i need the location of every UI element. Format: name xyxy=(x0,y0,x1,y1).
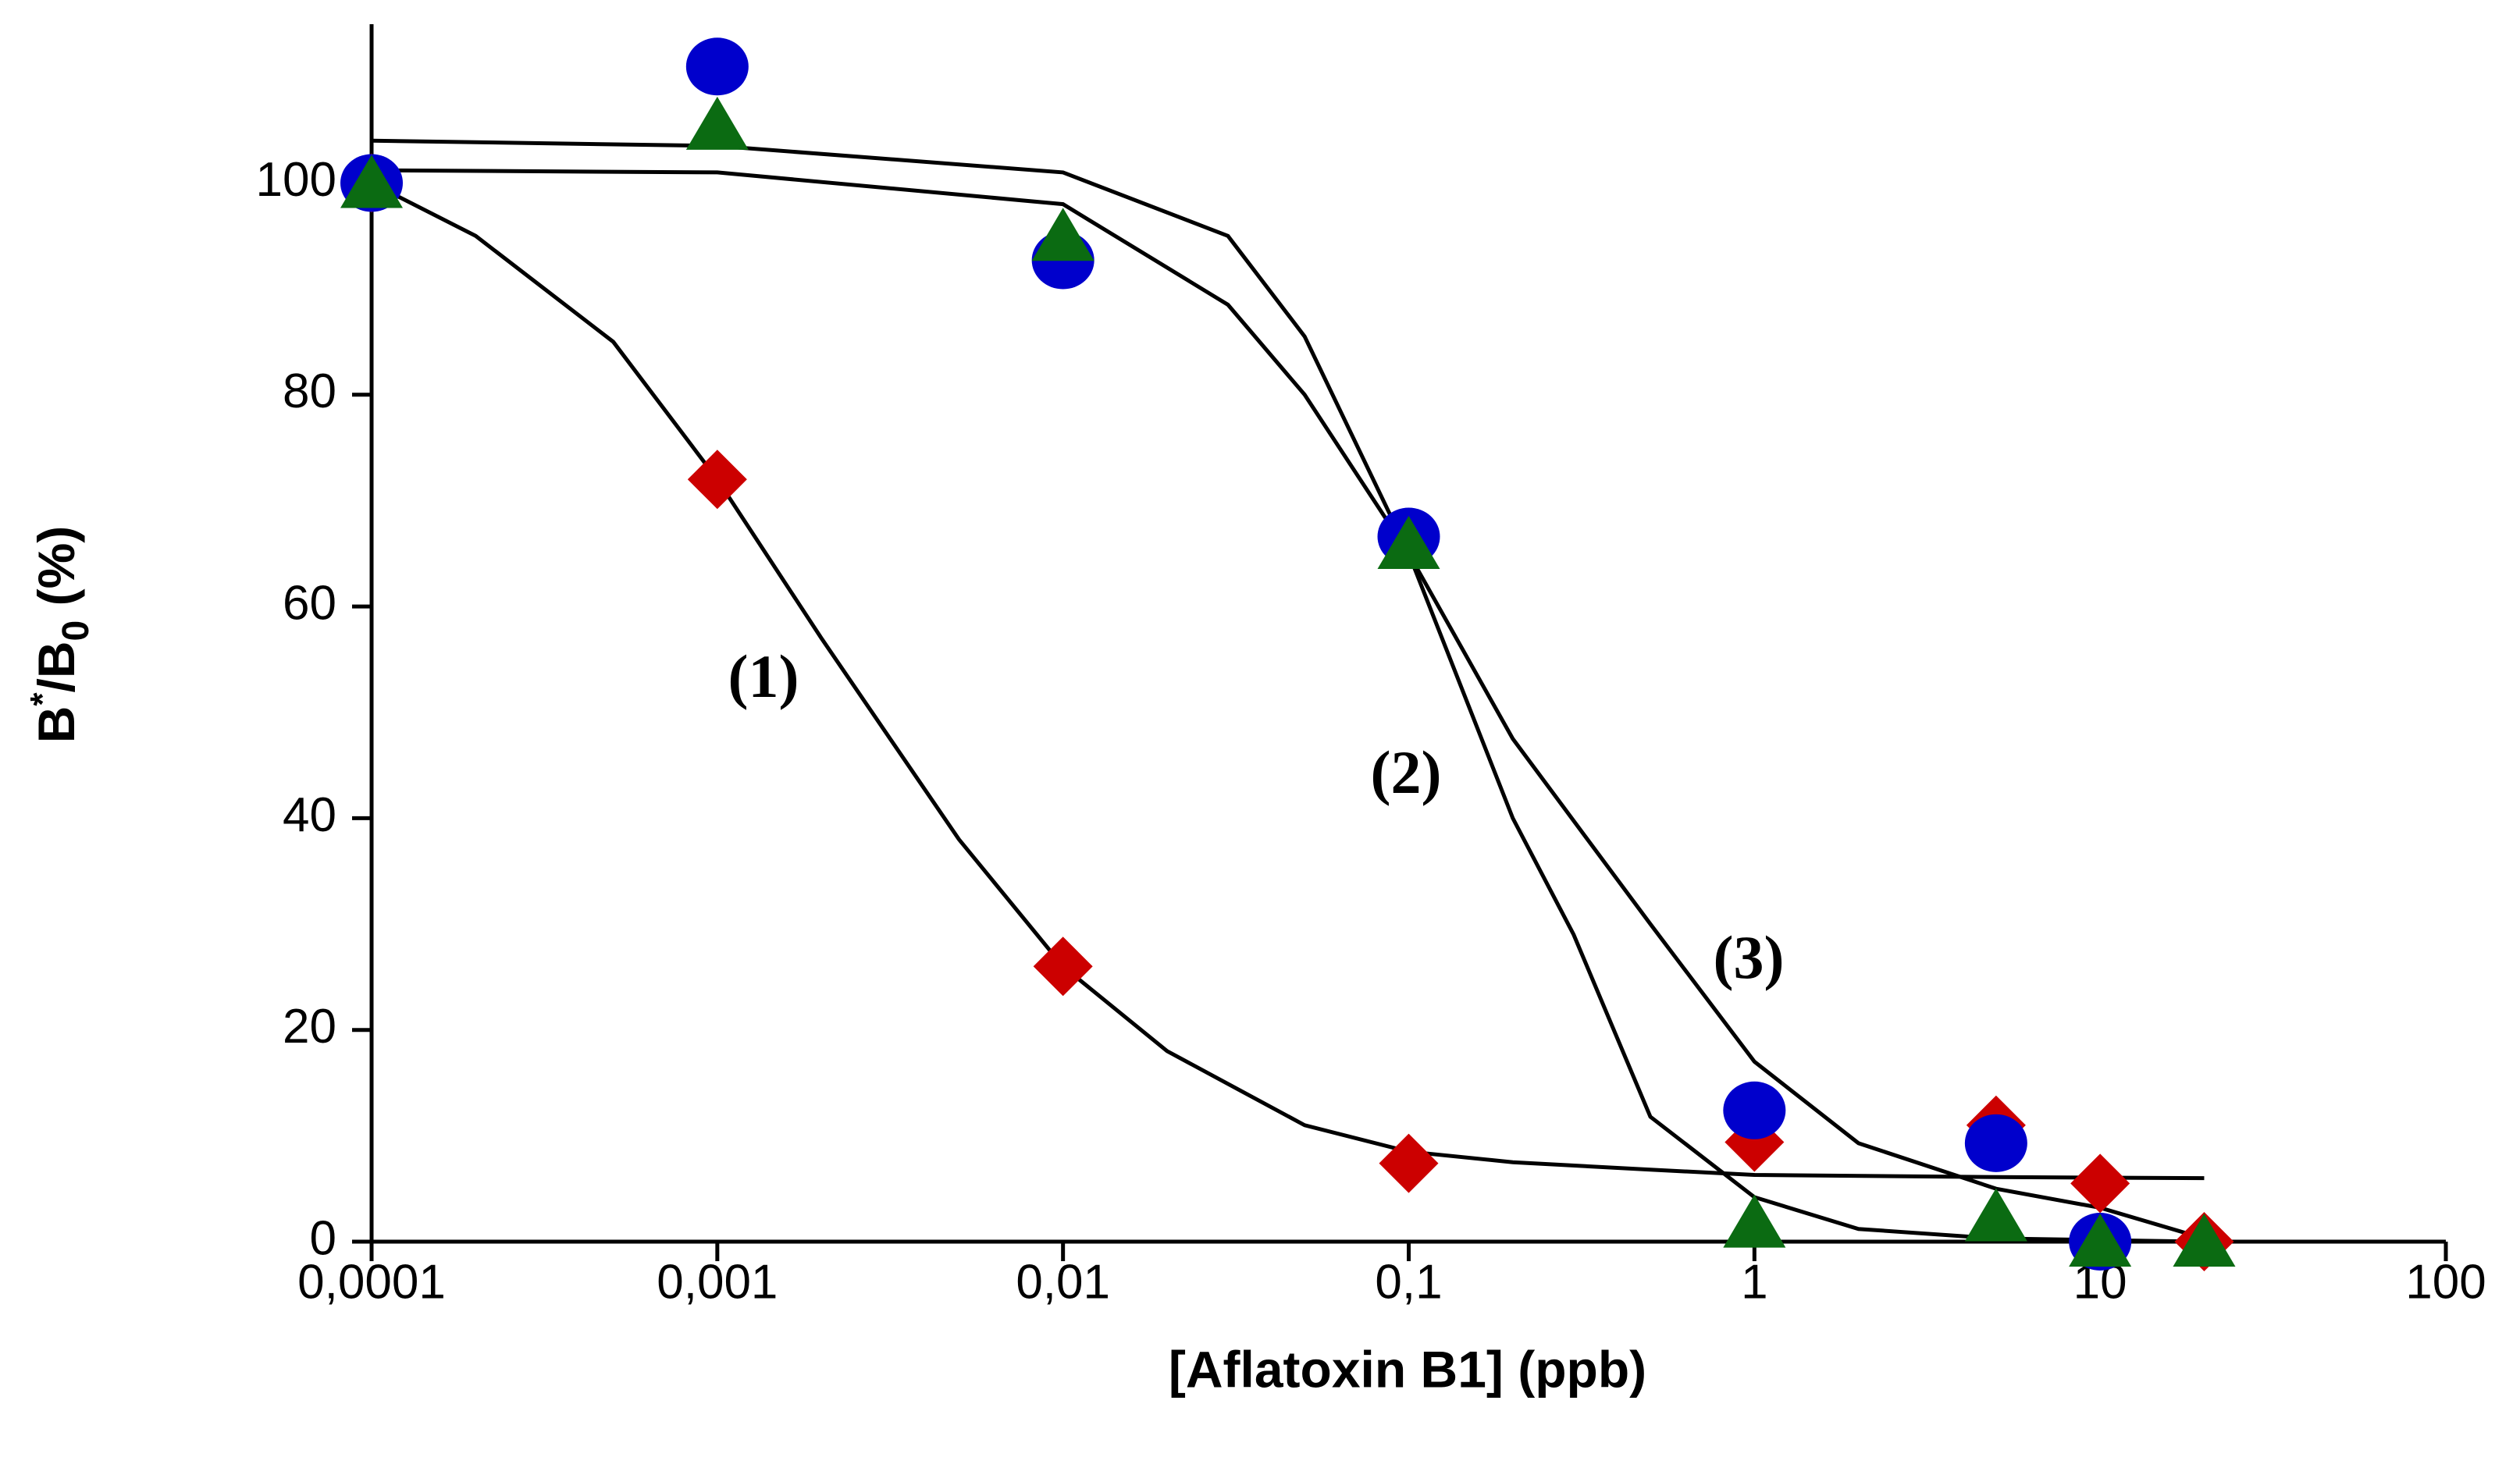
data-point xyxy=(685,96,749,150)
y-tick-label: 80 xyxy=(283,364,336,418)
y-tick-label: 0 xyxy=(310,1211,336,1265)
data-point xyxy=(1377,516,1440,570)
data-point xyxy=(1964,1114,2027,1172)
y-title-part: 0 xyxy=(55,620,97,642)
y-tick-label: 60 xyxy=(283,576,336,630)
data-point xyxy=(2173,1214,2236,1267)
y-title-part: B xyxy=(27,706,85,744)
y-axis-title: B*/B0 (%) xyxy=(23,526,97,743)
x-tick-label: 0,1 xyxy=(1375,1255,1442,1309)
data-point xyxy=(1031,208,1094,261)
annotation: (1) xyxy=(728,642,799,710)
data-point xyxy=(1723,1081,1786,1139)
data-point xyxy=(685,37,749,96)
data-point xyxy=(687,450,747,510)
x-tick-label: 100 xyxy=(2405,1255,2486,1309)
x-tick-label: 0,001 xyxy=(657,1255,778,1309)
data-point xyxy=(1964,1188,2027,1242)
fit-curve xyxy=(371,168,2205,1241)
x-tick-label: 1 xyxy=(1741,1255,1767,1309)
y-tick-label: 20 xyxy=(283,1000,336,1054)
data-point xyxy=(2069,1214,2132,1267)
data-point xyxy=(1379,1133,1439,1193)
data-point xyxy=(2070,1153,2130,1214)
annotation: (2) xyxy=(1371,738,1442,806)
y-title-part: (%) xyxy=(27,526,85,620)
data-point xyxy=(1723,1194,1786,1248)
data-point xyxy=(1033,937,1093,997)
x-axis-title: [Aflatoxin B1] (ppb) xyxy=(1169,1340,1646,1398)
fit-curve xyxy=(371,138,2205,1244)
x-tick-label: 0,0001 xyxy=(297,1255,446,1309)
annotation: (3) xyxy=(1714,923,1785,991)
x-tick-label: 0,01 xyxy=(1016,1255,1110,1309)
y-title-part: /B xyxy=(27,641,85,692)
y-title-part: * xyxy=(23,692,62,706)
fit-curve xyxy=(370,181,2205,1181)
y-tick-label: 40 xyxy=(283,788,336,842)
y-tick-label: 100 xyxy=(256,153,336,207)
data-point xyxy=(340,155,403,208)
